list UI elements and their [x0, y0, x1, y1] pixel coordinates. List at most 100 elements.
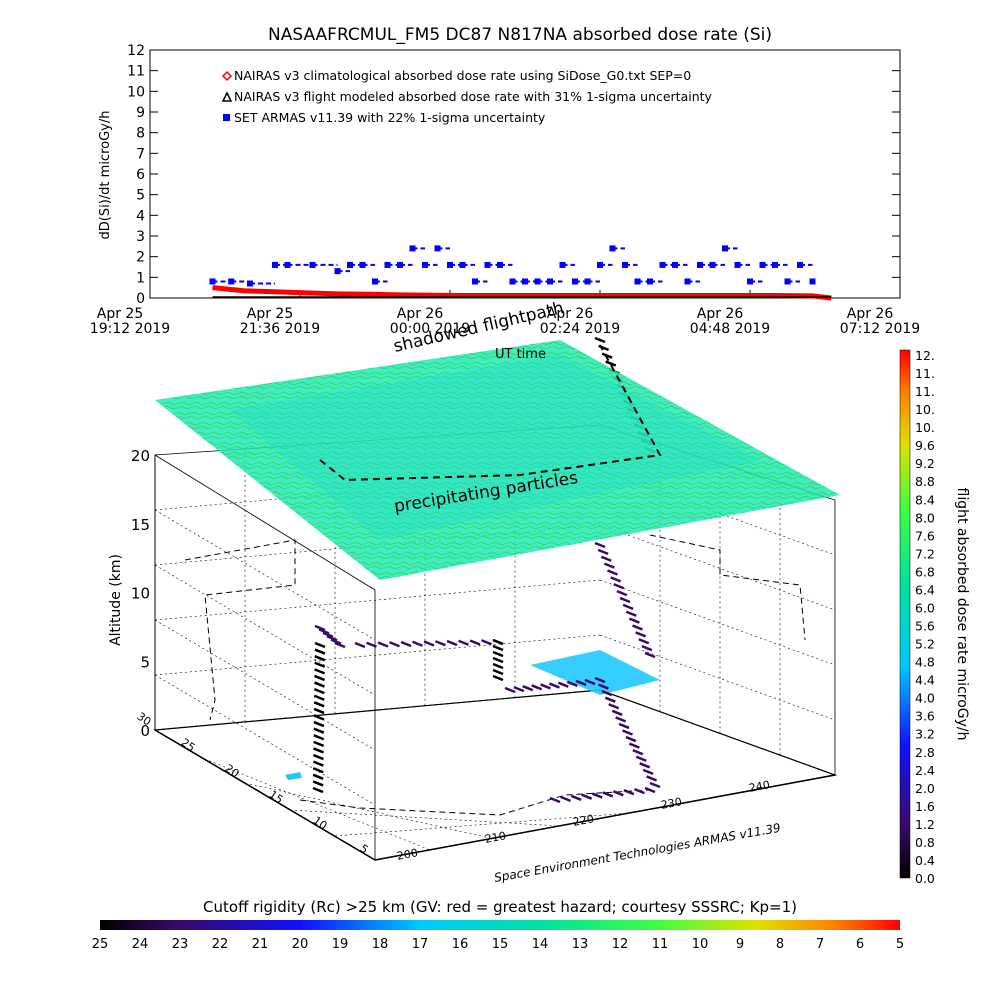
- flight-track-mark: [628, 617, 640, 624]
- flight-track-mark: [313, 681, 325, 688]
- y-tick-label: 2: [136, 250, 145, 266]
- flight-track-mark: [314, 624, 326, 632]
- flight-track-mark: [354, 641, 366, 649]
- data-point-armas: [597, 261, 603, 268]
- altitude-tick-label: 20: [131, 447, 150, 465]
- dose-rate-tick-label: 2.8: [915, 745, 935, 760]
- flight-track-mark: [540, 683, 552, 690]
- flight-track-mark: [492, 674, 504, 682]
- data-point-armas: [709, 261, 716, 268]
- flight-track-mark: [612, 790, 624, 797]
- legend: NAIRAS v3 climatological absorbed dose r…: [221, 68, 713, 125]
- dose-rate-colorbar-label: flight absorbed dose rate microGy/h: [954, 488, 970, 741]
- data-point-armas: [672, 261, 678, 268]
- cutoff-rigidity-ticks: 25 24 23 22 21 20 19 18 17 16 15 14 13 12 11 10 9 8 7 6 5: [92, 937, 904, 952]
- x-tick-label-time: 21:36 2019: [240, 321, 320, 337]
- x-tick-label-time: 00:00 2019: [390, 321, 470, 337]
- data-point-armas: [697, 261, 703, 268]
- x-tick-label-time: 07:12 2019: [840, 321, 920, 337]
- flight-track-mark: [522, 685, 534, 692]
- x-tick-label-date: Apr 25: [97, 306, 143, 322]
- flight-track-mark: [330, 638, 342, 645]
- data-point-armas: [559, 261, 566, 268]
- flight-track-mark: [625, 610, 637, 617]
- data-point-armas: [472, 278, 478, 285]
- legend-label: SET ARMAS v11.39 with 22% 1-sigma uncert…: [234, 110, 546, 125]
- data-point-armas: [809, 278, 816, 285]
- data-point-armas: [497, 261, 503, 268]
- grid-line-back-wall: [154, 634, 601, 676]
- flight-track-mark: [326, 635, 338, 642]
- chart-title: NASAAFRCMUL_FM5 DC87 N817NA absorbed dos…: [268, 25, 772, 45]
- flight-track-mark: [644, 651, 656, 659]
- flight-track-mark: [313, 701, 325, 708]
- y-tick-label: 12: [127, 43, 145, 59]
- dose-rate-tick-label: 2.0: [915, 781, 935, 796]
- flight-track-mark: [492, 644, 504, 652]
- dose-rate-colorbar-ticks: 12. 11. 11. 10. 10. 9.6 9.2 8.8 8.4 8.0 7.6 7.2 6.8 6…: [915, 348, 935, 886]
- flight-track-mark: [594, 541, 606, 549]
- longitude-tick-label: 200: [396, 846, 419, 862]
- flight-track-mark: [469, 639, 481, 646]
- flight-track-mark: [504, 686, 516, 694]
- flight-track-mark: [584, 678, 596, 686]
- dose-rate-tick-label: 0.0: [915, 871, 935, 886]
- data-point-armas: [647, 278, 653, 285]
- flight-track-mark: [313, 740, 325, 748]
- dose-rate-tick-label: 5.6: [915, 619, 935, 634]
- x-tick-label-time: 19:12 2019: [90, 321, 170, 337]
- data-point-armas: [534, 278, 541, 285]
- flight-track-mark: [622, 603, 634, 611]
- data-point-armas: [284, 261, 291, 268]
- flight-track-mark: [632, 624, 643, 631]
- data-point-armas: [772, 261, 778, 268]
- grid-lines-3d: [154, 422, 836, 851]
- flight-track-mark: [597, 548, 609, 556]
- dose-rate-tick-label: 1.2: [915, 817, 935, 832]
- flight-track-mark: [570, 794, 582, 801]
- flight-track-mark: [458, 639, 469, 646]
- flight-track-mark: [366, 641, 377, 648]
- cutoff-rigidity-tick-label: 18: [372, 937, 389, 952]
- data-point-armas: [397, 261, 403, 268]
- flight-track-mark: [649, 781, 661, 789]
- flight-track-mark: [548, 682, 560, 689]
- floor-front-edge: [374, 774, 836, 861]
- grid-line-right-wall: [599, 634, 836, 721]
- flight-track-mark: [638, 638, 650, 645]
- data-point-armas: [509, 278, 516, 285]
- flight-track-mark: [613, 583, 625, 590]
- series-marks: [209, 245, 832, 301]
- cutoff-rigidity-colorbar: [100, 920, 900, 930]
- flight-track-mark: [566, 680, 578, 687]
- flight-track-mark: [389, 641, 400, 648]
- flight-track-mark: [312, 760, 324, 767]
- grid-line-back-wall: [154, 579, 601, 621]
- data-point-armas: [384, 261, 391, 268]
- precipitating-particles-mesh: [155, 340, 840, 580]
- data-point-armas: [422, 261, 428, 268]
- cutoff-rigidity-tick-label: 21: [252, 937, 269, 952]
- flight-track-mark: [492, 656, 504, 664]
- x-tick-label-date: Apr 25: [247, 306, 293, 322]
- cutoff-rigidity-tick-label: 19: [332, 937, 349, 952]
- dose-rate-tick-label: 6.0: [915, 600, 935, 615]
- flight-track-mark: [313, 747, 325, 754]
- altitude-tick-label: 15: [131, 516, 150, 534]
- data-point-armas: [634, 278, 641, 285]
- flight-track-mark: [642, 768, 654, 776]
- longitude-tick-label: 240: [748, 778, 771, 794]
- flight-track-mark: [313, 707, 325, 715]
- longitude-ticks: 200 210 220 230 240: [396, 778, 771, 862]
- flight-track-mark: [513, 685, 525, 693]
- flight-track-mark: [625, 735, 637, 743]
- flight-track-mark: [400, 640, 412, 648]
- flight-track-mark: [639, 762, 651, 769]
- flight-track-mark: [601, 352, 613, 359]
- flight-track-mark: [314, 648, 326, 655]
- data-point-armas: [522, 278, 528, 285]
- flight-track-mark: [641, 644, 653, 652]
- y-axis-label: dD(Si)/dt microGy/h: [98, 111, 113, 240]
